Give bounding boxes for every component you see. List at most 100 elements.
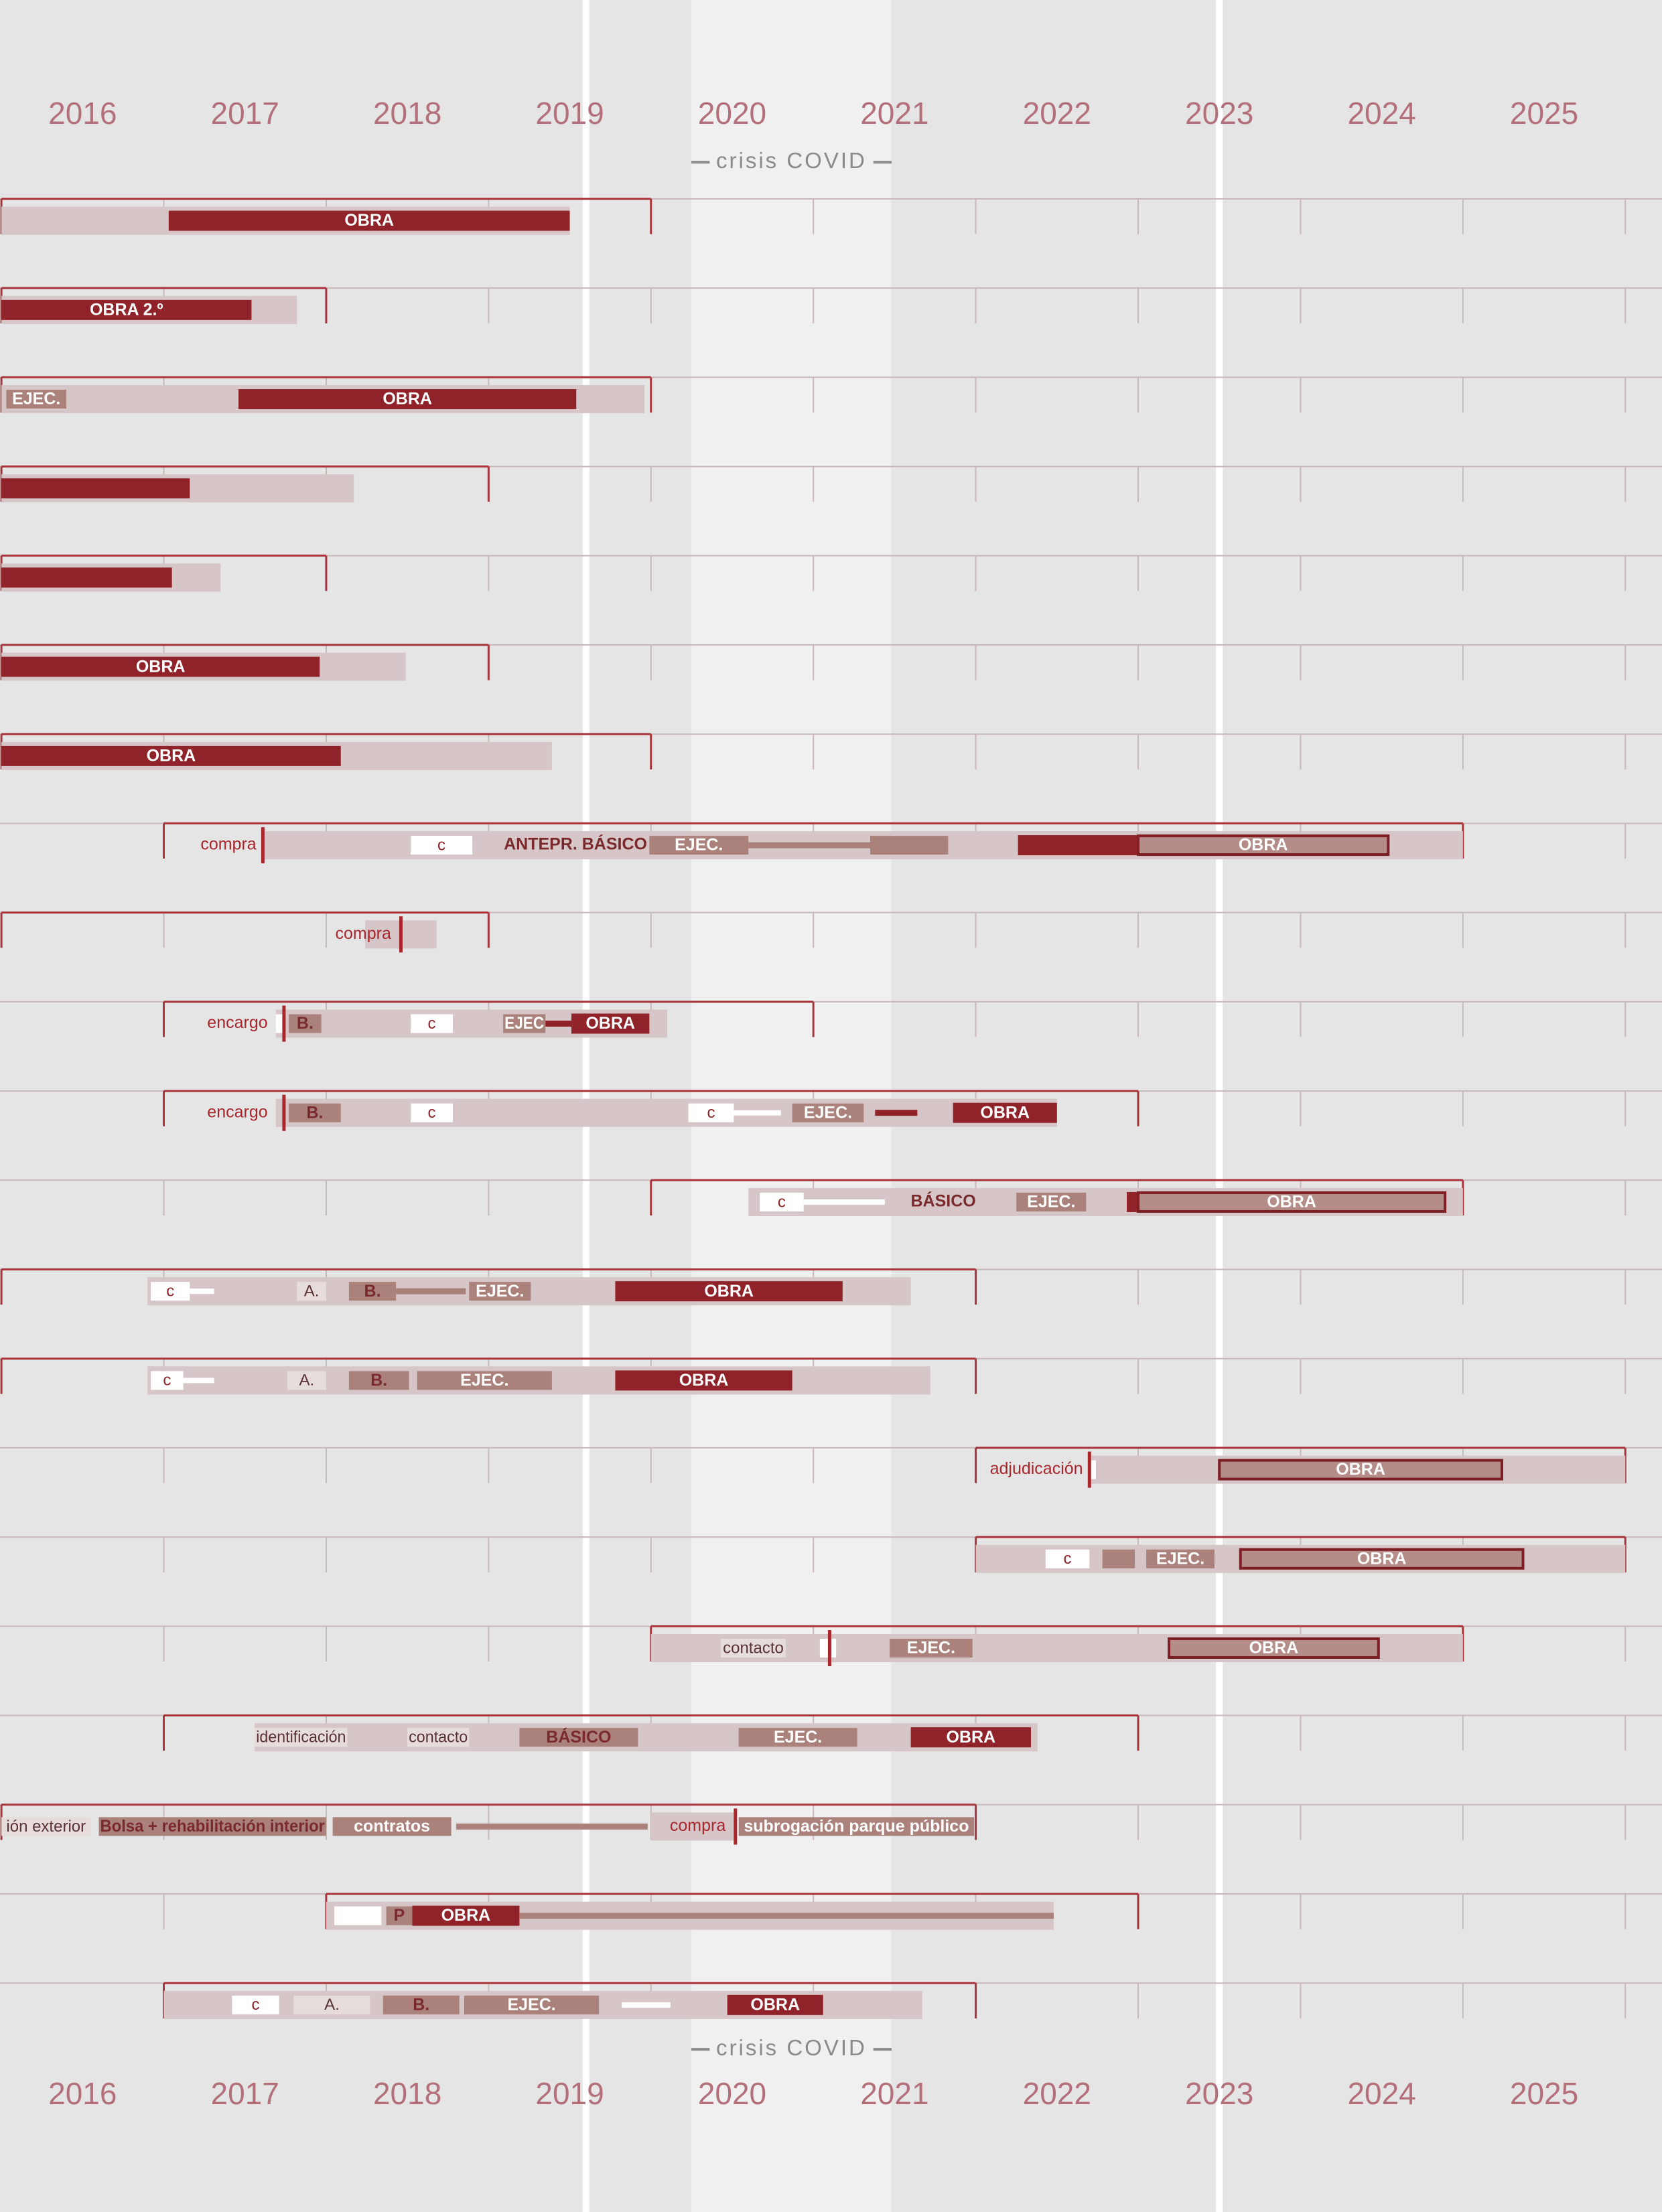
phase-bar — [1016, 1192, 1087, 1211]
phase-bar — [622, 2002, 671, 2008]
year-label: 2020 — [698, 2076, 766, 2111]
year-label: 2024 — [1347, 96, 1415, 131]
phase-label: c — [166, 1282, 174, 1300]
event-tick — [1087, 1451, 1091, 1488]
phase-label: EJEC. — [907, 1639, 955, 1657]
phase-bar — [417, 1371, 552, 1390]
phase-label: c — [163, 1372, 171, 1390]
phase-bar — [1, 1817, 91, 1836]
phase-label: OBRA — [1249, 1639, 1299, 1657]
phase-bar — [910, 1727, 1032, 1748]
event-tick — [399, 916, 403, 953]
year-label: 2016 — [48, 2076, 117, 2111]
phase-bar — [1137, 1191, 1447, 1213]
phase-bar — [6, 390, 67, 409]
year-label: 2024 — [1347, 2076, 1415, 2111]
phase-bar — [734, 1110, 781, 1116]
phase-bar — [293, 1995, 370, 2014]
year-label: 2019 — [535, 96, 604, 131]
phase-bar — [1218, 1459, 1504, 1481]
phase-bar — [792, 1103, 864, 1122]
phase-bar — [238, 389, 577, 410]
phase-label: EJEC. — [804, 1103, 852, 1122]
phase-bar — [386, 1906, 413, 1925]
covid-label: crisis COVID — [716, 148, 867, 173]
phase-bar — [1045, 1549, 1090, 1568]
phase-bar — [803, 1199, 885, 1205]
phase-label: B. — [370, 1371, 387, 1390]
phase-bar — [1, 567, 172, 588]
phase-label: contacto — [409, 1728, 468, 1747]
year-label: 2020 — [698, 96, 766, 131]
event-note: encargo — [207, 1013, 267, 1032]
phase-bar — [519, 1913, 1054, 1919]
year-label: 2021 — [860, 2076, 928, 2111]
phase-bar — [760, 1192, 804, 1211]
phase-label: BÁSICO — [546, 1727, 611, 1747]
phase-bar — [464, 1995, 600, 2014]
phase-bar — [571, 1013, 650, 1034]
phase-label: A. — [304, 1282, 320, 1300]
phase-label: Bolsa + rehabilitación interior — [100, 1817, 326, 1836]
phase-bar — [469, 1282, 531, 1301]
phase-label: c — [428, 1015, 436, 1033]
phase-label: OBRA — [383, 390, 432, 409]
phase-label: OBRA — [147, 746, 196, 765]
phase-label: ión exterior — [6, 1818, 86, 1836]
phase-bar — [410, 836, 473, 855]
phase-bar — [456, 1823, 648, 1830]
phase-bar — [545, 1021, 571, 1027]
phase-label: EJEC. — [1027, 1193, 1075, 1211]
phase-label: EJEC. — [460, 1371, 508, 1390]
phase-label: EJEC. — [476, 1282, 524, 1301]
phase-bar — [410, 1014, 454, 1033]
year-label: 2021 — [860, 96, 928, 131]
phase-label: subrogación parque público — [744, 1817, 969, 1836]
phase-bar — [720, 1638, 786, 1657]
phase-bar — [875, 1110, 918, 1116]
event-tick — [827, 1629, 831, 1666]
phase-label: c — [251, 1996, 259, 2014]
phase-bar — [738, 1817, 975, 1836]
phase-bar — [275, 1098, 1057, 1127]
year-label: 2025 — [1510, 96, 1578, 131]
phase-bar — [1102, 1549, 1135, 1568]
event-tick — [734, 1808, 738, 1845]
phase-label: identificación — [256, 1728, 346, 1747]
phase-bar — [190, 1288, 214, 1295]
phase-bar — [289, 1103, 341, 1122]
phase-label: EJEC. — [507, 1995, 555, 2014]
phase-bar — [615, 1281, 843, 1302]
phase-bar — [232, 1995, 279, 2014]
phase-label: OBRA — [1357, 1549, 1407, 1568]
phase-bar — [1, 478, 190, 499]
phase-bar — [383, 1995, 460, 2014]
phase-label: OBRA — [344, 211, 394, 230]
phase-label: EJEC. — [675, 836, 723, 855]
phase-bar — [334, 1906, 382, 1925]
phase-label: A. — [324, 1996, 340, 2014]
phase-label: OBRA — [1239, 836, 1288, 855]
phase-label: ANTEPR. BÁSICO — [504, 834, 647, 854]
phase-bar — [650, 1812, 736, 1841]
event-note: compra — [670, 1816, 725, 1835]
phase-label: EJEC. — [12, 390, 60, 409]
phase-bar — [1127, 1191, 1139, 1212]
covid-label: crisis COVID — [716, 2035, 867, 2060]
phase-label: OBRA — [704, 1282, 754, 1301]
event-note: compra — [200, 835, 256, 854]
event-tick — [282, 1005, 286, 1042]
phase-label: EJEC. — [1156, 1549, 1204, 1568]
phase-bar — [738, 1728, 857, 1747]
phase-label: OBRA — [679, 1371, 729, 1390]
phase-bar — [1239, 1548, 1525, 1570]
phase-bar — [1, 299, 252, 320]
year-label: 2025 — [1510, 2076, 1578, 2111]
year-label: 2023 — [1185, 96, 1253, 131]
phase-bar — [1089, 1460, 1096, 1479]
phase-label: contratos — [354, 1817, 430, 1836]
phase-bar — [890, 1638, 973, 1657]
phase-bar — [297, 1282, 326, 1301]
event-note: compra — [336, 924, 391, 943]
